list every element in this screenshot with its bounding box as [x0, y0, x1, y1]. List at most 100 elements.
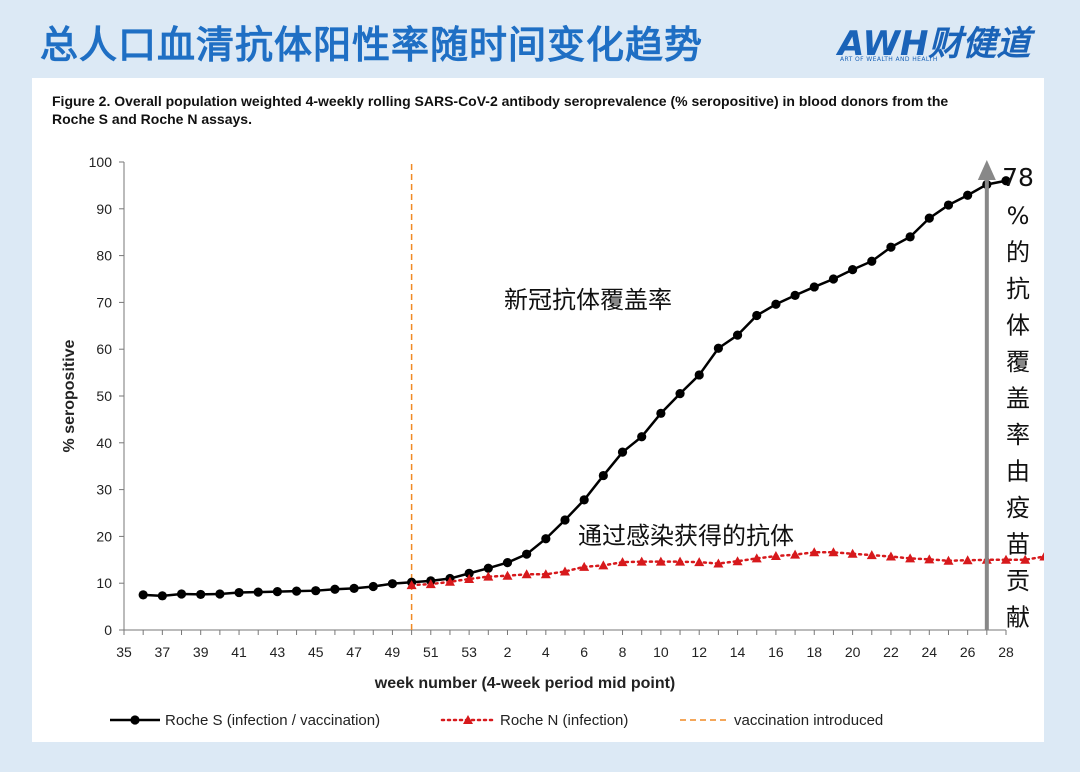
roche-s-point	[809, 282, 819, 292]
x-tick-label: 18	[806, 644, 822, 660]
roche-s-line	[143, 179, 1007, 598]
roche-s-point	[886, 242, 896, 252]
y-tick-label: 50	[96, 388, 112, 404]
roche-s-point	[502, 558, 513, 568]
roche-n-point	[924, 554, 935, 564]
side-note-char: 疫	[1006, 494, 1030, 522]
roche-n-point	[847, 548, 858, 558]
x-tick-label: 24	[922, 644, 938, 660]
x-tick-label: 28	[998, 644, 1014, 660]
x-tick-label: 35	[116, 644, 132, 660]
roche-n-point	[809, 547, 820, 557]
roche-n-point	[444, 576, 455, 586]
roche-s-point	[196, 589, 206, 600]
roche-n-point	[464, 573, 475, 583]
roche-s-point	[522, 549, 532, 559]
roche-n-point	[885, 551, 896, 561]
roche-s-point	[848, 265, 858, 275]
roche-s-point	[272, 587, 282, 597]
roche-n-point	[962, 555, 973, 565]
roche-s-point	[656, 408, 666, 418]
roche-s-point	[924, 213, 934, 223]
legend-roche-n-marker	[463, 715, 473, 724]
brand-logo: AWH财健道 ART OF WEALTH AND HEALTH	[838, 16, 1048, 68]
roche-n-point	[521, 569, 532, 579]
roche-s-point	[867, 256, 877, 266]
roche-n-point	[1001, 554, 1011, 564]
brand-logo-text: AWH财健道	[838, 24, 1031, 64]
y-tick-label: 40	[96, 435, 112, 451]
roche-s-point	[617, 447, 628, 457]
roche-n-point	[540, 569, 551, 579]
x-tick-label: 20	[845, 644, 861, 660]
figure-panel: Figure 2. Overall population weighted 4-…	[32, 78, 1044, 742]
roche-n-point	[905, 553, 916, 563]
roche-s-point	[253, 587, 263, 597]
x-tick-label: 12	[691, 644, 707, 660]
roche-s-point	[790, 290, 800, 300]
x-tick-label: 43	[270, 644, 286, 660]
y-tick-label: 0	[104, 622, 112, 638]
roche-n-point	[866, 550, 877, 560]
x-tick-label: 4	[542, 644, 550, 660]
x-tick-label: 22	[883, 644, 899, 660]
roche-n-point	[1020, 554, 1031, 564]
y-tick-label: 100	[89, 154, 113, 170]
roche-s-point	[694, 370, 704, 380]
roche-s-point	[176, 589, 187, 599]
roche-n-point	[751, 553, 762, 563]
side-note-char: 覆	[1006, 348, 1030, 376]
roche-n-point	[828, 547, 839, 557]
side-note-char: 体	[1006, 312, 1030, 340]
y-tick-label: 60	[96, 341, 112, 357]
roche-n-line	[410, 551, 1044, 587]
roche-n-point	[598, 560, 609, 570]
side-note-char: 献	[1006, 604, 1030, 632]
slide-title: 总人口血清抗体阳性率随时间变化趋势	[40, 23, 704, 67]
x-tick-label: 8	[619, 644, 627, 660]
roche-n-point	[406, 580, 417, 590]
roche-n-point	[790, 549, 801, 559]
roche-s-point	[943, 200, 954, 210]
roche-s-point	[963, 190, 973, 200]
roche-n-point	[636, 556, 647, 566]
x-tick-label: 6	[580, 644, 588, 660]
roche-n-point	[675, 556, 686, 566]
roche-n-annotation: 通过感染获得的抗体	[578, 522, 794, 550]
roche-s-point	[560, 515, 570, 525]
roche-n-point	[483, 571, 494, 581]
x-tick-label: 51	[423, 644, 439, 660]
x-tick-label: 37	[155, 644, 171, 660]
roche-n-point	[502, 570, 513, 580]
roche-s-point	[713, 343, 723, 353]
roche-s-point	[138, 590, 148, 600]
x-tick-label: 49	[385, 644, 401, 660]
slide-header: 总人口血清抗体阳性率随时间变化趋势 AWH财健道 ART OF WEALTH A…	[0, 0, 1080, 78]
roche-s-point	[234, 587, 244, 598]
roche-s-point	[1001, 176, 1011, 186]
x-tick-label: 16	[768, 644, 784, 660]
side-note-char: 贡	[1006, 567, 1030, 595]
y-tick-label: 70	[96, 294, 112, 310]
x-tick-label: 10	[653, 644, 669, 660]
y-tick-label: 20	[96, 528, 112, 544]
roche-s-point	[330, 584, 340, 594]
legend-roche-n-label: Roche N (infection)	[500, 712, 628, 729]
roche-n-point	[655, 556, 666, 566]
roche-s-point	[579, 495, 589, 505]
roche-s-point	[483, 563, 493, 573]
roche-s-point	[157, 591, 167, 601]
roche-s-point	[637, 432, 647, 442]
roche-s-point	[675, 389, 685, 399]
side-note-char: 苗	[1006, 531, 1030, 559]
x-tick-label: 26	[960, 644, 976, 660]
seroprevalence-chart: 0 10 20 30 40 50 60 70 80 90 100 35 37 39 41 43 45 47 49 51…	[61, 154, 1044, 729]
roche-s-annotation: 新冠抗体覆盖率	[504, 286, 672, 314]
roche-s-point	[215, 589, 225, 599]
roche-n-point	[713, 558, 724, 568]
roche-n-point	[732, 556, 743, 566]
brand-logo-tagline: ART OF WEALTH AND HEALTH	[840, 56, 938, 63]
x-tick-label: 41	[231, 644, 247, 660]
roche-n-point	[579, 561, 590, 571]
y-axis-title: % seropositive	[61, 339, 78, 452]
